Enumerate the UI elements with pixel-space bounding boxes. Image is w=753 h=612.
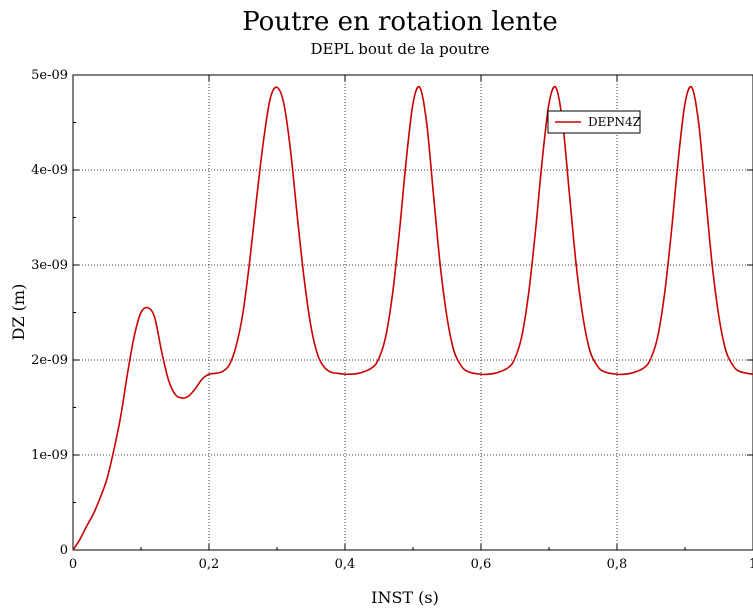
axis-ticks: 0 0,2 0,4 0,6 0,8 1 0 1e-09 2e-09 3e-09 4e-09 5e-09 [31,68,753,572]
x-axis-label: INST (s) [371,588,439,607]
series-line-depn4z [72,85,753,551]
grid [73,75,753,550]
y-tick-label: 1e-09 [31,448,68,463]
x-tick-label: 0,2 [199,557,220,572]
y-tick-label: 4e-09 [31,163,68,178]
plot-frame [72,74,753,551]
y-tick-label: 2e-09 [31,353,68,368]
x-tick-label: 0,6 [471,557,492,572]
legend: DEPN4Z [547,110,641,134]
x-tick-label: 1 [749,557,753,572]
chart-subtitle: DEPL bout de la poutre [310,40,489,58]
y-tick-label: 5e-09 [31,68,68,83]
x-tick-label: 0,8 [607,557,628,572]
y-tick-label: 0 [60,543,68,558]
x-tick-label: 0,4 [335,557,356,572]
legend-box [547,110,641,134]
y-tick-label: 3e-09 [31,258,68,273]
legend-label: DEPN4Z [588,115,641,129]
chart-title: Poutre en rotation lente [242,7,558,37]
y-axis-label: DZ (m) [9,284,28,341]
x-tick-label: 0 [69,557,77,572]
series-layer [72,85,753,551]
